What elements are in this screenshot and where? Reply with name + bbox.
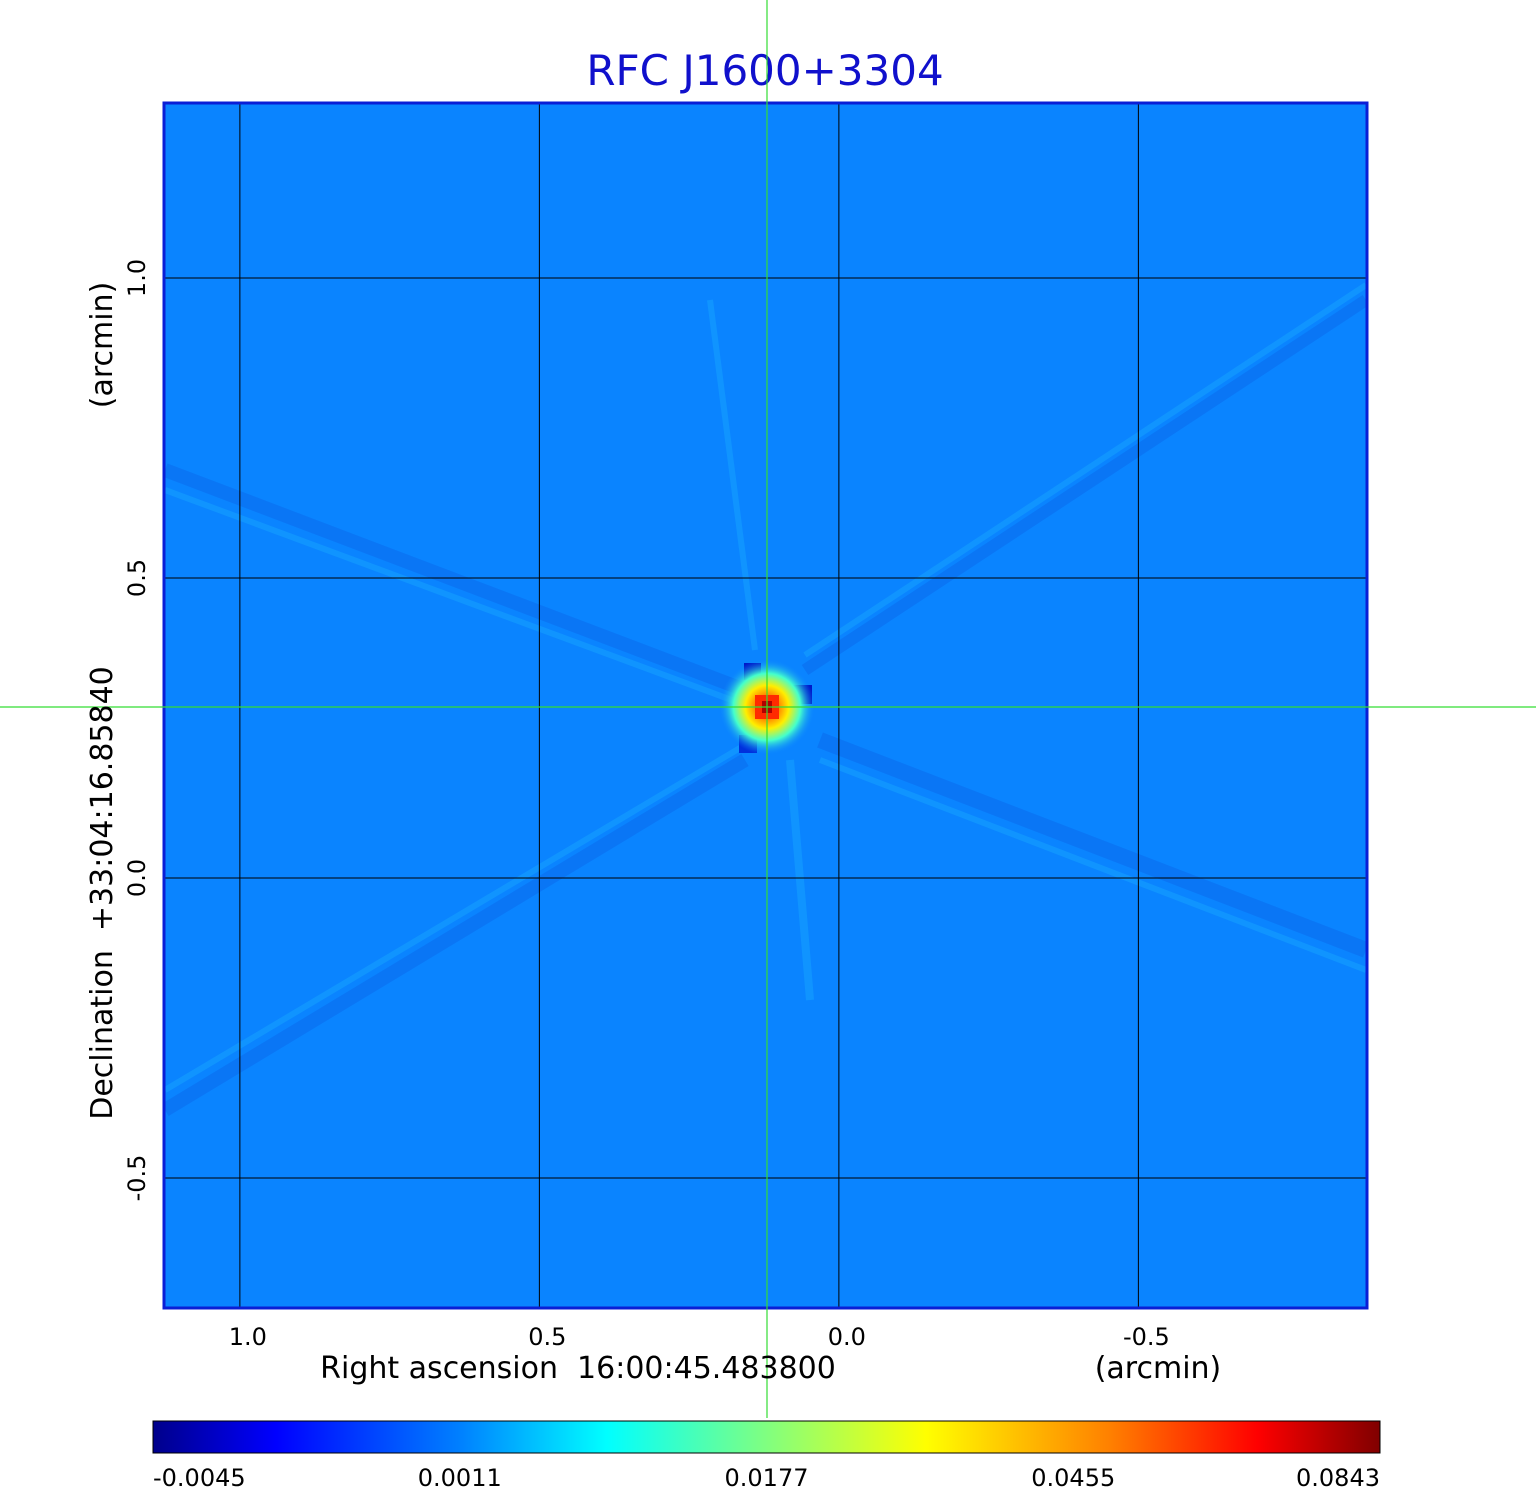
y-axis-unit: (arcmin) (85, 282, 120, 409)
x-tick-label: 1.0 (229, 1323, 267, 1351)
y-tick-label: 0.0 (123, 859, 151, 897)
colorbar-label: 0.0011 (418, 1464, 502, 1492)
coordinate-grid (165, 104, 1366, 1307)
x-tick-label: -0.5 (1123, 1323, 1170, 1351)
colorbar-label: 0.0177 (725, 1464, 809, 1492)
colorbar-label: 0.0455 (1031, 1464, 1115, 1492)
y-tick-label: -0.5 (123, 1155, 151, 1202)
y-tick-labels: 1.0 0.5 0.0 -0.5 (123, 259, 151, 1202)
colorbar-labels: -0.0045 0.0011 0.0177 0.0455 0.0843 (153, 1464, 1380, 1492)
crosshair-cursor (0, 0, 1536, 1418)
image-area (165, 104, 1366, 1307)
y-axis-label: Declination +33:04:16.85840 (85, 666, 120, 1120)
colorbar-label: 0.0843 (1296, 1464, 1380, 1492)
chart-title: RFC J1600+3304 (586, 46, 943, 95)
sidelobe-streaks (165, 282, 1366, 1116)
x-axis-unit: (arcmin) (1095, 1351, 1222, 1386)
image-frame (162, 101, 1369, 1310)
x-axis-label: Right ascension 16:00:45.483800 (320, 1351, 836, 1386)
colorbar (152, 1420, 1381, 1454)
y-tick-label: 1.0 (123, 259, 151, 297)
x-tick-label: 0.5 (528, 1323, 566, 1351)
x-tick-labels: 1.0 0.5 0.0 -0.5 (229, 1323, 1170, 1351)
y-tick-label: 0.5 (123, 559, 151, 597)
colorbar-label: -0.0045 (153, 1464, 246, 1492)
x-tick-label: 0.0 (828, 1323, 866, 1351)
